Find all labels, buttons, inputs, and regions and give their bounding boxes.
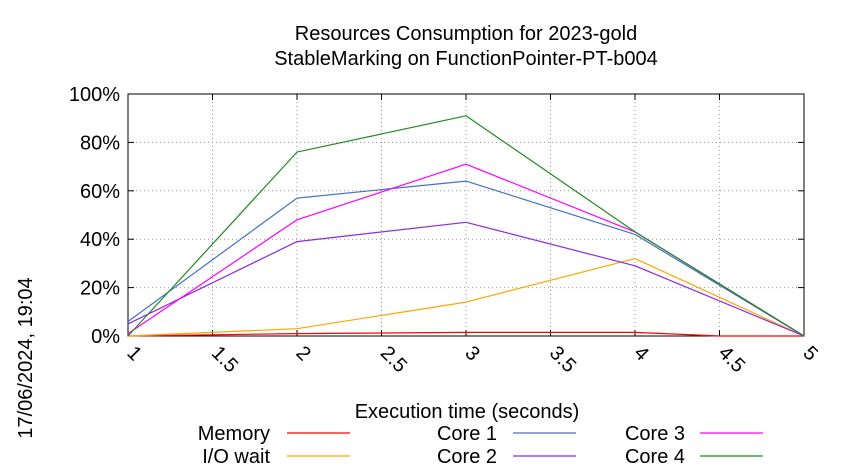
series-lines xyxy=(127,115,805,337)
legend-label-memory: Memory xyxy=(198,423,270,445)
grid xyxy=(127,93,805,337)
timestamp-label: 17/06/2024, 19:04 xyxy=(15,277,37,438)
x-tick-label: 2 xyxy=(291,342,314,365)
series-line-core-4 xyxy=(127,115,805,337)
chart-title: Resources Consumption for 2023-gold xyxy=(295,23,637,45)
series-line-i-o-wait xyxy=(127,258,805,337)
x-tick-label: 4 xyxy=(629,342,652,365)
legend-label-core-3: Core 3 xyxy=(625,423,685,445)
legend-label-i-o-wait: I/O wait xyxy=(202,446,270,468)
y-tick-label: 60% xyxy=(80,181,120,203)
y-tick-label: 40% xyxy=(80,229,120,251)
legend-label-core-2: Core 2 xyxy=(437,446,497,468)
x-tick-label: 1.5 xyxy=(207,342,242,377)
x-tick-label: 1 xyxy=(122,342,145,365)
x-tick-label: 4.5 xyxy=(714,342,749,377)
x-tick-label: 2.5 xyxy=(376,342,411,377)
y-tick-label: 80% xyxy=(80,132,120,154)
chart-subtitle: StableMarking on FunctionPointer-PT-b004 xyxy=(274,48,658,70)
y-tick-label: 20% xyxy=(80,278,120,300)
x-axis-label: Execution time (seconds) xyxy=(355,401,580,423)
x-tick-label: 5 xyxy=(798,342,821,365)
series-line-core-2 xyxy=(127,221,805,337)
series-line-memory xyxy=(127,331,804,337)
y-axis: 0% 20% 40% 60% 80% 100% xyxy=(69,84,804,348)
y-tick-label: 0% xyxy=(91,326,120,348)
legend-label-core-1: Core 1 xyxy=(437,423,497,445)
series-line-core-1 xyxy=(127,180,805,337)
x-tick-label: 3.5 xyxy=(545,342,580,377)
x-tick-label: 3 xyxy=(460,342,483,365)
legend-label-core-4: Core 4 xyxy=(625,446,685,468)
y-tick-label: 100% xyxy=(69,84,120,106)
